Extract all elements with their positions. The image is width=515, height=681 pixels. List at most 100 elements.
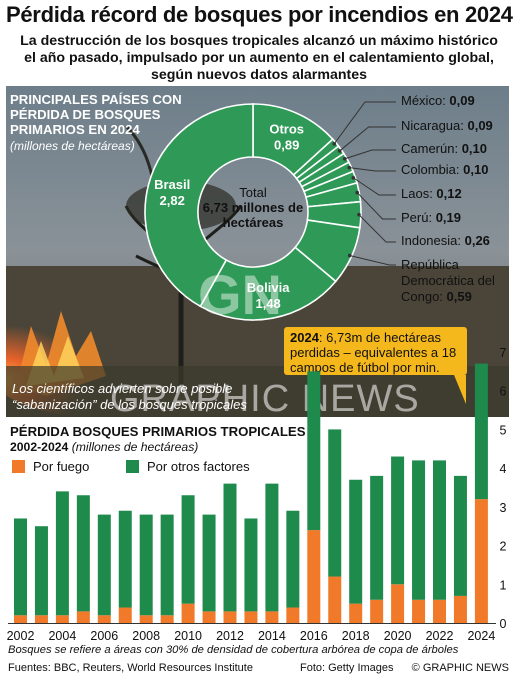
y-tick-label: 2	[500, 540, 507, 554]
leader-line	[358, 214, 396, 243]
leader-line	[344, 149, 396, 160]
donut-outer-label: Colombia: 0,10	[401, 162, 489, 177]
subtitle: La destrucción de los bosques tropicales…	[20, 33, 498, 83]
bar-other-2022	[433, 460, 446, 600]
legend-other: Por otros factores	[126, 459, 250, 474]
bar-years: 2002-2024	[10, 440, 69, 454]
leader-line	[333, 101, 396, 145]
bar-fire-2003	[34, 615, 48, 623]
y-tick-label: 7	[500, 346, 507, 360]
donut-center-label: Total	[239, 185, 267, 200]
leader-dot	[347, 253, 352, 258]
bar-fire-2002	[14, 615, 27, 623]
donut-label-bolivia: Bolivia	[247, 280, 290, 295]
x-tick-label: 2018	[342, 629, 370, 643]
bar-other-2021	[412, 460, 426, 600]
y-tick-label: 3	[500, 501, 507, 515]
bar-other-2013	[244, 518, 258, 612]
bar-other-2017	[328, 429, 342, 577]
leader-dot	[342, 157, 347, 161]
brand: © GRAPHIC NEWS	[411, 662, 509, 674]
donut-outer-label: México: 0,09	[401, 93, 475, 108]
legend-fire: Por fuego	[12, 459, 89, 474]
bar-other-2020	[391, 456, 405, 585]
leader-dot	[357, 212, 361, 217]
bar-fire-2013	[244, 611, 258, 623]
leader-dot	[337, 149, 342, 153]
bar-other-2008	[139, 514, 153, 616]
x-tick-label: 2002	[7, 629, 35, 643]
bar-fire-2014	[265, 611, 279, 623]
bar-fire-2015	[286, 607, 300, 623]
callout-body: : 6,73m de hectáreas perdidas – equivale…	[290, 330, 457, 375]
leader-dot	[332, 142, 337, 146]
bar-other-2015	[286, 510, 300, 608]
legend-fire-swatch	[12, 460, 25, 473]
bar-subheading: 2002-2024 (millones de hectáreas)	[10, 440, 198, 454]
graphic-news-watermark: GRAPHIC NEWS	[110, 378, 420, 420]
x-tick-label: 2006	[90, 629, 118, 643]
bar-other-2004	[55, 491, 69, 616]
bar-other-2014	[265, 483, 279, 612]
bar-other-2005	[76, 495, 90, 612]
x-tick-label: 2022	[426, 629, 454, 643]
leader-line	[353, 177, 396, 196]
legend-other-label: Por otros factores	[147, 459, 250, 474]
leader-line	[356, 192, 396, 220]
legend-fire-label: Por fuego	[33, 459, 90, 474]
bar-fire-2004	[55, 615, 69, 623]
y-tick-label: 0	[500, 617, 507, 631]
donut-label-otros: Otros	[269, 122, 304, 137]
bar-other-2007	[118, 510, 132, 608]
x-tick-label: 2008	[132, 629, 160, 643]
bar-heading: PÉRDIDA BOSQUES PRIMARIOS TROPICALES	[10, 424, 306, 439]
x-tick-label: 2012	[216, 629, 244, 643]
donut-slice-brasil	[144, 103, 254, 308]
legend-other-swatch	[126, 460, 139, 473]
bar-units: (millones de hectáreas)	[71, 440, 199, 454]
donut-value-otros: 0,89	[274, 138, 299, 153]
donut-outer-label: Nicaragua: 0,09	[401, 118, 493, 133]
callout-year: 2024	[290, 330, 319, 345]
bar-other-2016	[307, 371, 321, 531]
bar-other-2006	[97, 514, 111, 616]
photo-caption: Los científicos advierten sobre posible …	[12, 381, 247, 412]
donut-value-bolivia: 1,48	[255, 296, 280, 311]
x-tick-label: 2016	[300, 629, 328, 643]
bar-fire-2018	[349, 603, 363, 623]
x-tick-label: 2020	[384, 629, 412, 643]
bar-fire-2021	[412, 599, 426, 623]
bar-other-2012	[223, 483, 237, 612]
donut-outer-label: Indonesia: 0,26	[401, 233, 490, 248]
bar-fire-2005	[76, 611, 90, 623]
leader-line	[339, 126, 396, 152]
bar-other-2011	[202, 514, 216, 612]
leader-line	[349, 254, 396, 266]
bar-other-2002	[14, 518, 27, 616]
y-tick-label: 1	[500, 578, 507, 592]
bar-other-2003	[34, 526, 48, 616]
bar-other-2010	[181, 495, 195, 604]
gn-logo-watermark: GN	[198, 263, 282, 326]
callout-text: 2024: 6,73m de hectáreas perdidas – equi…	[290, 330, 464, 375]
bar-other-2019	[370, 475, 384, 600]
bar-chart: 2002 2004 2006 2008 2010 2012 2014 2016 2018 2020…	[7, 346, 507, 643]
x-tick-label: 2004	[48, 629, 76, 643]
bar-fire-2007	[118, 607, 132, 623]
bar-fire-2019	[370, 599, 384, 623]
bar-fire-2011	[202, 611, 216, 623]
leader-dot	[355, 190, 360, 195]
y-tick-label: 6	[500, 385, 507, 399]
photo-credit: Foto: Getty Images	[300, 662, 394, 674]
bar-other-2009	[160, 514, 174, 616]
donut-heading: PRINCIPALES PAÍSES CON PÉRDIDA DE BOSQUE…	[10, 92, 182, 137]
donut-units: (millones de hectáreas)	[10, 139, 135, 153]
leader-dot	[351, 175, 356, 180]
donut-center: Total 6,73 millones de hectáreas	[193, 185, 313, 230]
donut-value-brasil: 2,82	[160, 193, 185, 208]
bar-fire-2023	[453, 595, 467, 623]
donut-slice-bolivia	[199, 246, 337, 321]
x-tick-label: 2010	[174, 629, 202, 643]
bar-fire-2010	[181, 603, 195, 623]
